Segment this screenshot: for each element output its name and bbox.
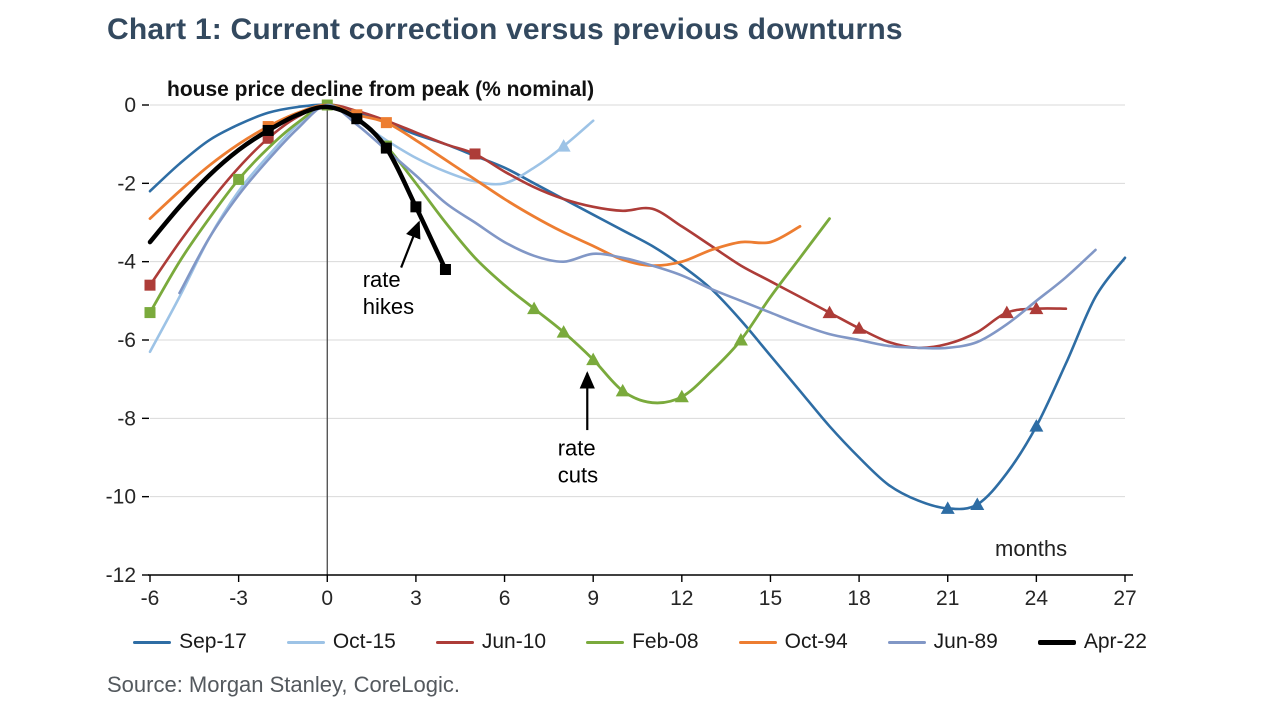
svg-text:24: 24	[1025, 587, 1049, 610]
marker-triangle	[674, 389, 689, 403]
legend-swatch	[887, 640, 926, 644]
svg-text:9: 9	[587, 587, 599, 610]
legend-swatch	[1037, 639, 1076, 645]
chart-canvas: -6 -3 0 3 6 9 12 15 18 21 24 27 0 -2 -4 -6 -8 -10 -12 rate h…	[106, 94, 1137, 610]
marker-triangle	[733, 333, 748, 346]
svg-text:15: 15	[759, 587, 782, 610]
svg-text:0: 0	[321, 587, 333, 610]
series-Sep-17	[148, 103, 1127, 514]
svg-text:18: 18	[847, 587, 870, 610]
series-Apr-22	[147, 104, 451, 275]
marker-triangle	[822, 305, 837, 319]
svg-text:-3: -3	[229, 587, 248, 610]
legend: Sep-17 Oct-15 Jun-10 Feb-08 Oct-94 Jun-89 Apr-…	[0, 630, 1280, 654]
svg-text:6: 6	[499, 587, 511, 610]
legend-swatch	[738, 640, 777, 644]
legend-item-Feb-08: Feb-08	[586, 630, 699, 654]
marker-square	[380, 117, 392, 129]
legend-label: Jun-10	[481, 630, 547, 653]
marker-square	[469, 148, 481, 160]
legend-label: Feb-08	[632, 630, 699, 653]
marker-triangle	[1029, 419, 1044, 432]
axes	[142, 104, 1133, 582]
legend-swatch	[286, 640, 325, 644]
chart-title: Chart 1: Current correction versus previ…	[107, 13, 903, 46]
marker-triangle	[1029, 301, 1044, 315]
marker-square	[233, 173, 245, 185]
y-tick-labels: 0 -2 -4 -6 -8 -10 -12	[106, 94, 137, 587]
svg-text:-2: -2	[117, 172, 136, 195]
marker-triangle	[940, 501, 955, 514]
legend-swatch	[435, 640, 474, 644]
svg-text:-6: -6	[141, 587, 160, 610]
marker-triangle	[970, 497, 985, 510]
marker-square	[380, 142, 392, 154]
legend-item-Jun-89: Jun-89	[887, 630, 998, 654]
legend-swatch	[586, 640, 625, 644]
legend-label: Sep-17	[179, 630, 247, 653]
svg-text:-6: -6	[117, 329, 136, 352]
legend-swatch	[133, 640, 172, 644]
legend-label: Apr-22	[1083, 630, 1147, 653]
marker-square	[410, 201, 422, 213]
x-tick-labels: -6 -3 0 3 6 9 12 15 18 21 24 27	[141, 587, 1137, 610]
marker-triangle	[999, 305, 1014, 319]
annotation-1: rate hikes	[363, 220, 421, 319]
marker-triangle	[615, 383, 630, 397]
marker-triangle	[586, 352, 601, 366]
svg-text:21: 21	[936, 587, 959, 610]
legend-item-Oct-15: Oct-15	[286, 630, 396, 654]
svg-text:12: 12	[670, 587, 693, 610]
marker-square	[262, 132, 274, 144]
marker-triangle	[527, 301, 542, 315]
legend-label: Jun-89	[933, 630, 998, 653]
legend-item-Sep-17: Sep-17	[133, 630, 247, 654]
marker-square	[439, 264, 451, 275]
svg-text:-4: -4	[117, 251, 136, 274]
svg-text:0: 0	[124, 94, 136, 117]
gridlines	[150, 104, 1125, 498]
svg-text:-12: -12	[106, 564, 136, 587]
marker-triangle	[556, 325, 571, 338]
marker-triangle	[852, 321, 867, 334]
x-axis-label: months	[995, 536, 1068, 561]
legend-label: Oct-94	[784, 630, 848, 653]
legend-item-Apr-22: Apr-22	[1037, 630, 1147, 654]
legend-label: Oct-15	[332, 630, 396, 653]
svg-text:27: 27	[1113, 587, 1136, 610]
source-note: Source: Morgan Stanley, CoreLogic.	[107, 672, 460, 697]
annotation-2: rate cuts	[558, 371, 598, 488]
y-axis-title: house price decline from peak (% nominal…	[167, 78, 595, 101]
marker-triangle	[556, 139, 571, 152]
svg-text:-10: -10	[106, 486, 136, 509]
legend-item-Oct-94: Oct-94	[738, 630, 848, 654]
legend-item-Jun-10: Jun-10	[435, 630, 547, 654]
series-Jun-89	[178, 103, 1097, 350]
svg-text:-8: -8	[117, 407, 136, 430]
marker-square	[262, 124, 274, 136]
marker-square	[144, 307, 156, 319]
marker-square	[144, 279, 156, 291]
svg-text:3: 3	[410, 587, 422, 610]
marker-square	[351, 113, 363, 125]
